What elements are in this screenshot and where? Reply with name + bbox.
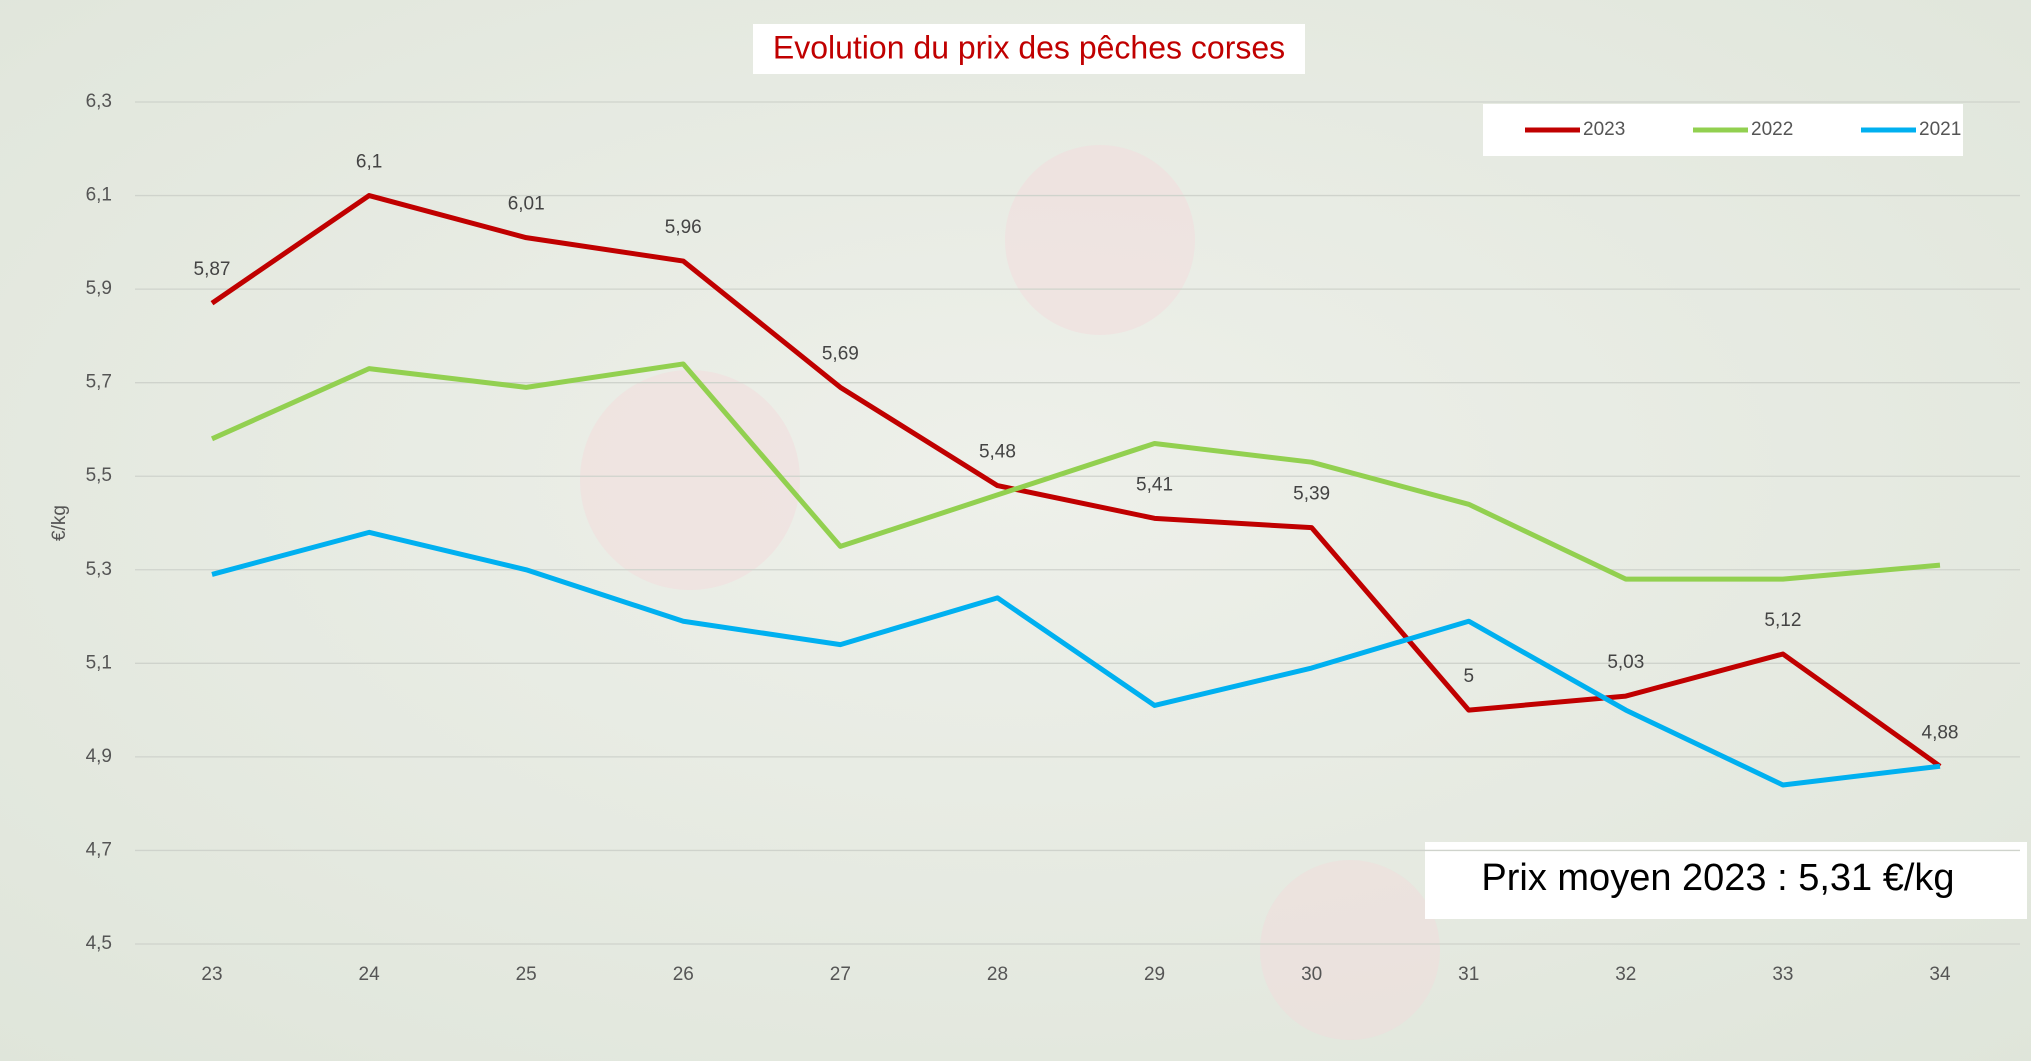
y-tick-label: 5,1 [86,652,112,673]
x-tick-label: 34 [1929,964,1951,985]
data-label: 5,87 [194,259,231,280]
y-tick-label: 4,7 [86,839,112,860]
data-label: 5,12 [1764,610,1801,631]
annotation-box [1425,842,2027,919]
annotation: Prix moyen 2023 : 5,31 €/kg [1481,857,1954,899]
y-tick-label: 5,5 [86,465,112,486]
x-tick-label: 33 [1772,964,1793,985]
y-tick-label: 5,7 [86,372,112,393]
chart-title: Evolution du prix des pêches corses [773,29,1285,65]
x-tick-label: 27 [830,964,851,985]
x-tick-label: 29 [1144,964,1165,985]
legend-label: 2021 [1919,119,1961,140]
y-tick-label: 5,9 [86,278,112,299]
data-label: 6,1 [356,152,382,173]
line-series [210,193,1942,769]
x-tick-label: 32 [1615,964,1636,985]
data-label: 5,69 [822,343,859,364]
data-label: 5,48 [979,442,1016,463]
y-axis-label: €/kg [49,505,70,541]
y-tick-label: 6,1 [86,185,112,206]
data-label: 5,41 [1136,474,1173,495]
y-tick-label: 4,5 [86,933,112,954]
y-tick-label: 4,9 [86,746,112,767]
legend-label: 2022 [1751,119,1793,140]
data-label: 5,39 [1293,484,1330,505]
line-series [210,361,1941,582]
y-tick-label: 5,3 [86,559,112,580]
photo-blur [1260,860,1440,1040]
legend-label: 2023 [1583,119,1625,140]
x-tick-label: 30 [1301,964,1322,985]
photo-blur [580,370,800,590]
data-label: 4,88 [1922,722,1959,743]
data-label: 5,96 [665,217,702,238]
x-tick-label: 31 [1458,964,1479,985]
line-series [211,529,1941,788]
x-tick-label: 23 [201,964,222,985]
y-tick-label: 6,3 [86,91,112,112]
data-label: 6,01 [508,194,545,215]
x-tick-label: 26 [673,964,694,985]
x-tick-label: 28 [987,964,1008,985]
x-tick-label: 25 [516,964,537,985]
x-tick-label: 24 [359,964,381,985]
data-label: 5,03 [1607,652,1644,673]
data-label: 5 [1463,666,1474,687]
photo-blur [1005,145,1195,335]
title-box [753,24,1305,74]
